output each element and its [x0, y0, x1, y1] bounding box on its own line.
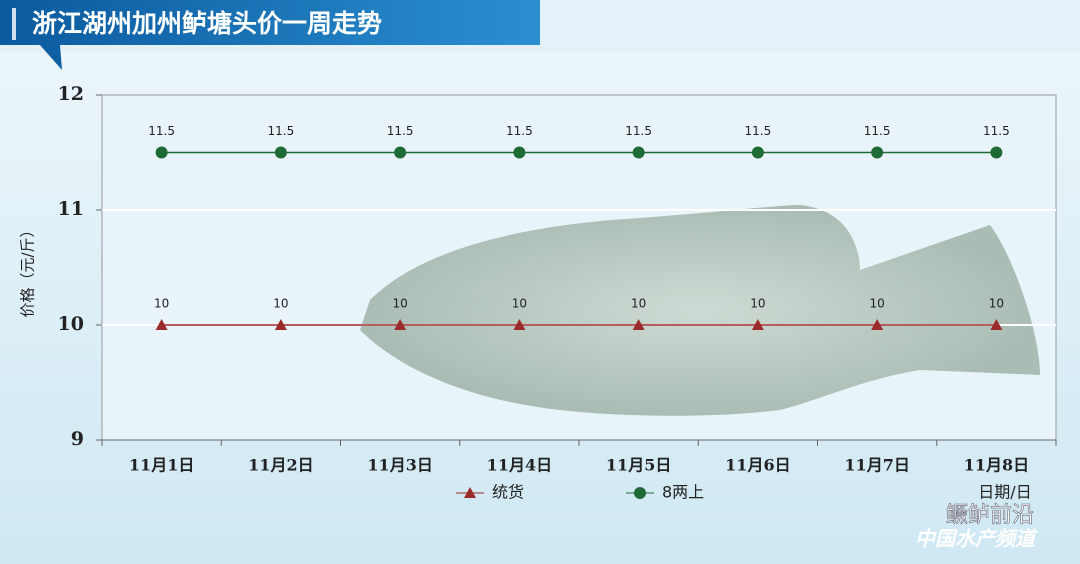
data-point — [274, 319, 287, 330]
value-label: 10 — [631, 297, 646, 311]
fish-illustration — [360, 205, 1040, 416]
data-point — [990, 146, 1003, 159]
x-tick-label: 11月4日 — [487, 456, 552, 475]
chart-title: 浙江湖州加州鲈塘头价一周走势 — [32, 9, 382, 38]
value-label: 11.5 — [387, 124, 414, 138]
legend-label: 8两上 — [662, 483, 704, 502]
data-point — [155, 146, 168, 159]
value-label: 11.5 — [506, 124, 533, 138]
data-point — [871, 319, 884, 330]
data-point — [632, 319, 645, 330]
title-banner — [0, 0, 540, 70]
value-label: 10 — [512, 297, 527, 311]
value-label: 11.5 — [148, 124, 175, 138]
data-point — [751, 319, 764, 330]
x-tick-label: 11月1日 — [129, 456, 194, 475]
data-point — [871, 146, 884, 159]
data-point — [394, 146, 407, 159]
value-label: 11.5 — [268, 124, 295, 138]
x-tick-label: 11月8日 — [964, 456, 1029, 475]
value-label: 10 — [869, 297, 884, 311]
data-point — [632, 146, 645, 159]
y-tick-label: 12 — [58, 83, 84, 105]
x-tick-label: 11月3日 — [367, 456, 432, 475]
y-tick-label: 9 — [71, 428, 84, 450]
x-tick-label: 11月7日 — [844, 456, 909, 475]
data-point — [155, 319, 168, 330]
x-axis-label: 日期/日 — [978, 483, 1031, 502]
legend-marker — [464, 487, 476, 498]
x-tick-label: 11月2日 — [248, 456, 313, 475]
value-label: 11.5 — [745, 124, 772, 138]
data-point — [513, 319, 526, 330]
data-point — [394, 319, 407, 330]
value-label: 11.5 — [625, 124, 652, 138]
value-label: 10 — [392, 297, 407, 311]
x-tick-label: 11月5日 — [606, 456, 671, 475]
x-tick-label: 11月6日 — [725, 456, 790, 475]
watermark-source: 中国水产频道 — [915, 527, 1038, 551]
watermark-name: 鳜鲈前沿 — [946, 503, 1034, 528]
data-point — [751, 146, 764, 159]
y-axis-label: 价格（元/斤） — [19, 222, 37, 317]
data-point — [990, 319, 1003, 330]
value-label: 11.5 — [983, 124, 1010, 138]
legend-marker — [634, 487, 646, 499]
legend-label: 统货 — [492, 483, 524, 502]
data-point — [274, 146, 287, 159]
y-tick-label: 11 — [58, 198, 84, 220]
value-label: 11.5 — [864, 124, 891, 138]
data-point — [513, 146, 526, 159]
banner-mark — [12, 8, 16, 40]
y-tick-label: 10 — [58, 313, 84, 335]
value-label: 10 — [750, 297, 765, 311]
value-label: 10 — [989, 297, 1004, 311]
value-label: 10 — [273, 297, 288, 311]
value-label: 10 — [154, 297, 169, 311]
